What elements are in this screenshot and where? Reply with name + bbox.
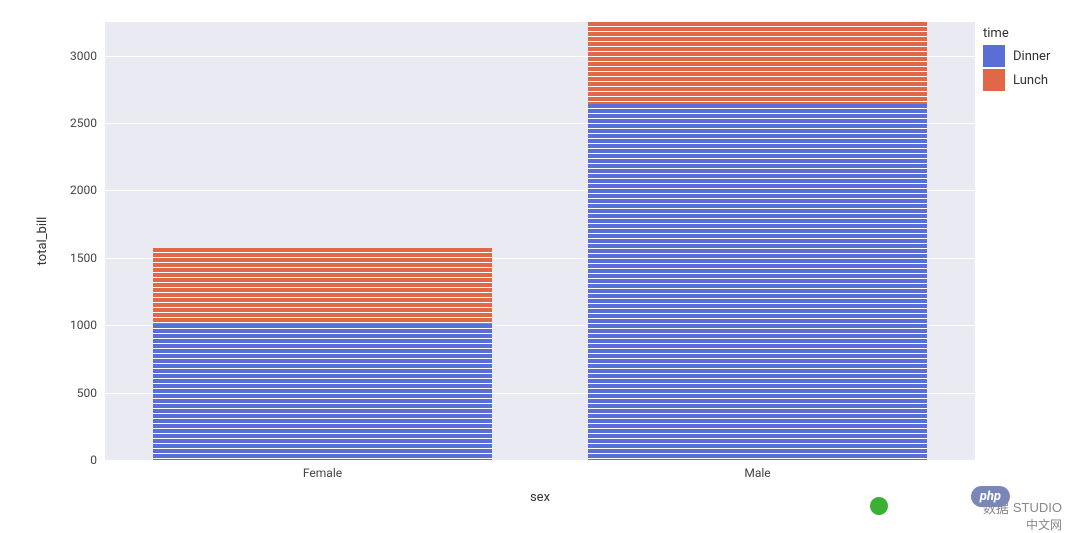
y-tick-label: 2000 (70, 183, 105, 197)
legend-swatch (983, 45, 1005, 67)
bar-segment (588, 104, 927, 460)
bar-segment (153, 324, 492, 460)
y-tick-label: 1000 (70, 318, 105, 332)
watermark-text-2: STUDIO (1013, 500, 1062, 515)
plot-area: 050010001500200025003000FemaleMaletimeDi… (105, 22, 975, 460)
legend: time Dinner Lunch (975, 22, 1058, 97)
legend-swatch (983, 69, 1005, 91)
wechat-icon (870, 497, 888, 515)
legend-item: Lunch (983, 69, 1050, 91)
legend-label: Dinner (1013, 49, 1050, 64)
legend-title: time (983, 26, 1050, 41)
x-tick-label: Male (744, 460, 770, 480)
y-tick-label: 0 (90, 453, 105, 467)
legend-label: Lunch (1013, 73, 1048, 88)
chart-container: 0 500 1000 1500 2000 2500 3000 Female Male time Di… (0, 0, 1080, 525)
bar-segment (588, 22, 927, 104)
x-axis-label: sex (530, 490, 550, 505)
bar-segment (153, 248, 492, 323)
y-tick-label: 1500 (70, 251, 105, 265)
grid-line (105, 460, 975, 461)
y-tick-label: 3000 (70, 49, 105, 63)
x-tick-label: Female (303, 460, 342, 480)
legend-item: Dinner (983, 45, 1050, 67)
y-tick-label: 2500 (70, 116, 105, 130)
php-badge: php (971, 486, 1010, 507)
y-tick-label: 500 (77, 386, 105, 400)
y-axis-label: total_bill (35, 217, 50, 266)
